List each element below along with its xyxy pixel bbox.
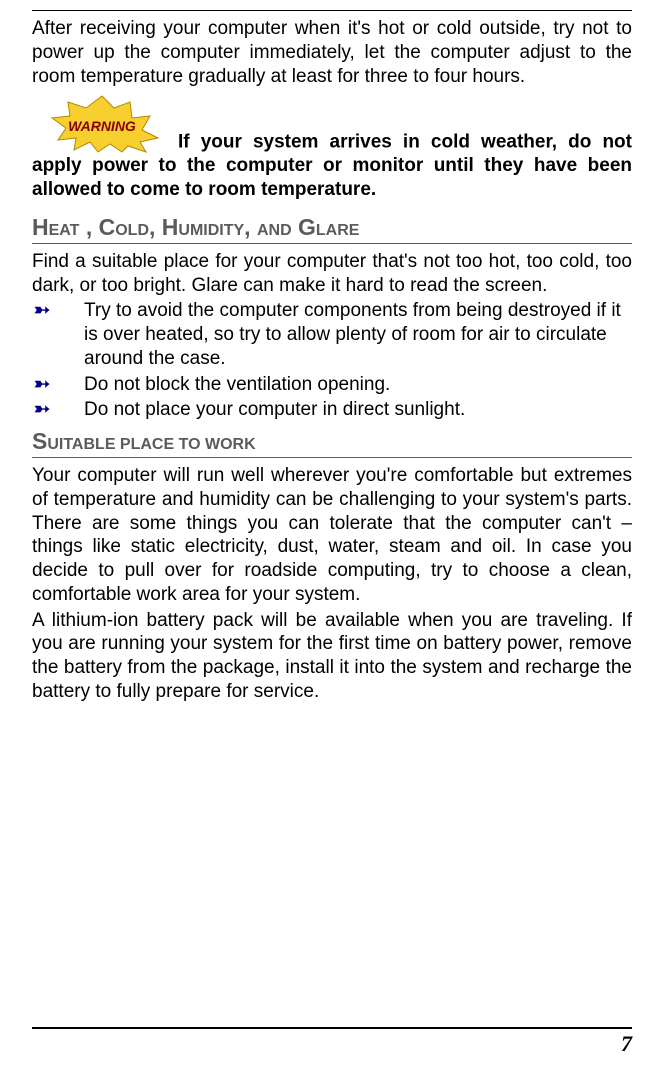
list-item: ➳ Try to avoid the computer components f… bbox=[32, 299, 632, 370]
section-rule-1 bbox=[32, 243, 632, 244]
section2-para1: Your computer will run well wherever you… bbox=[32, 464, 632, 607]
bullet-text: Do not block the ventilation opening. bbox=[84, 373, 632, 397]
section-heading-suitable: SUITABLE PLACE TO WORK bbox=[32, 428, 632, 455]
bullet-text: Try to avoid the computer components fro… bbox=[84, 299, 632, 370]
warning-label-text: WARNING bbox=[68, 118, 136, 134]
warning-block: WARNING If your system arrives in cold w… bbox=[32, 94, 632, 202]
document-page: After receiving your computer when it's … bbox=[0, 0, 654, 1075]
section2-para2: A lithium-ion battery pack will be avail… bbox=[32, 609, 632, 704]
section-rule-2 bbox=[32, 457, 632, 458]
list-item: ➳ Do not place your computer in direct s… bbox=[32, 398, 632, 422]
section1-para: Find a suitable place for your computer … bbox=[32, 250, 632, 298]
bullet-icon: ➳ bbox=[32, 373, 84, 397]
warning-paragraph: WARNING If your system arrives in cold w… bbox=[32, 94, 632, 202]
page-footer: 7 bbox=[32, 1027, 632, 1057]
list-item: ➳ Do not block the ventilation opening. bbox=[32, 373, 632, 397]
warning-icon: WARNING bbox=[32, 94, 172, 154]
bullet-icon: ➳ bbox=[32, 398, 84, 422]
page-number: 7 bbox=[32, 1031, 632, 1057]
bullet-list: ➳ Try to avoid the computer components f… bbox=[32, 299, 632, 422]
footer-rule bbox=[32, 1027, 632, 1029]
bullet-text: Do not place your computer in direct sun… bbox=[84, 398, 632, 422]
intro-paragraph: After receiving your computer when it's … bbox=[32, 17, 632, 88]
bullet-icon: ➳ bbox=[32, 299, 84, 370]
top-rule bbox=[32, 10, 632, 11]
section-heading-heat-real: HEAT , COLD, HUMIDITY, AND GLARE bbox=[32, 214, 632, 241]
